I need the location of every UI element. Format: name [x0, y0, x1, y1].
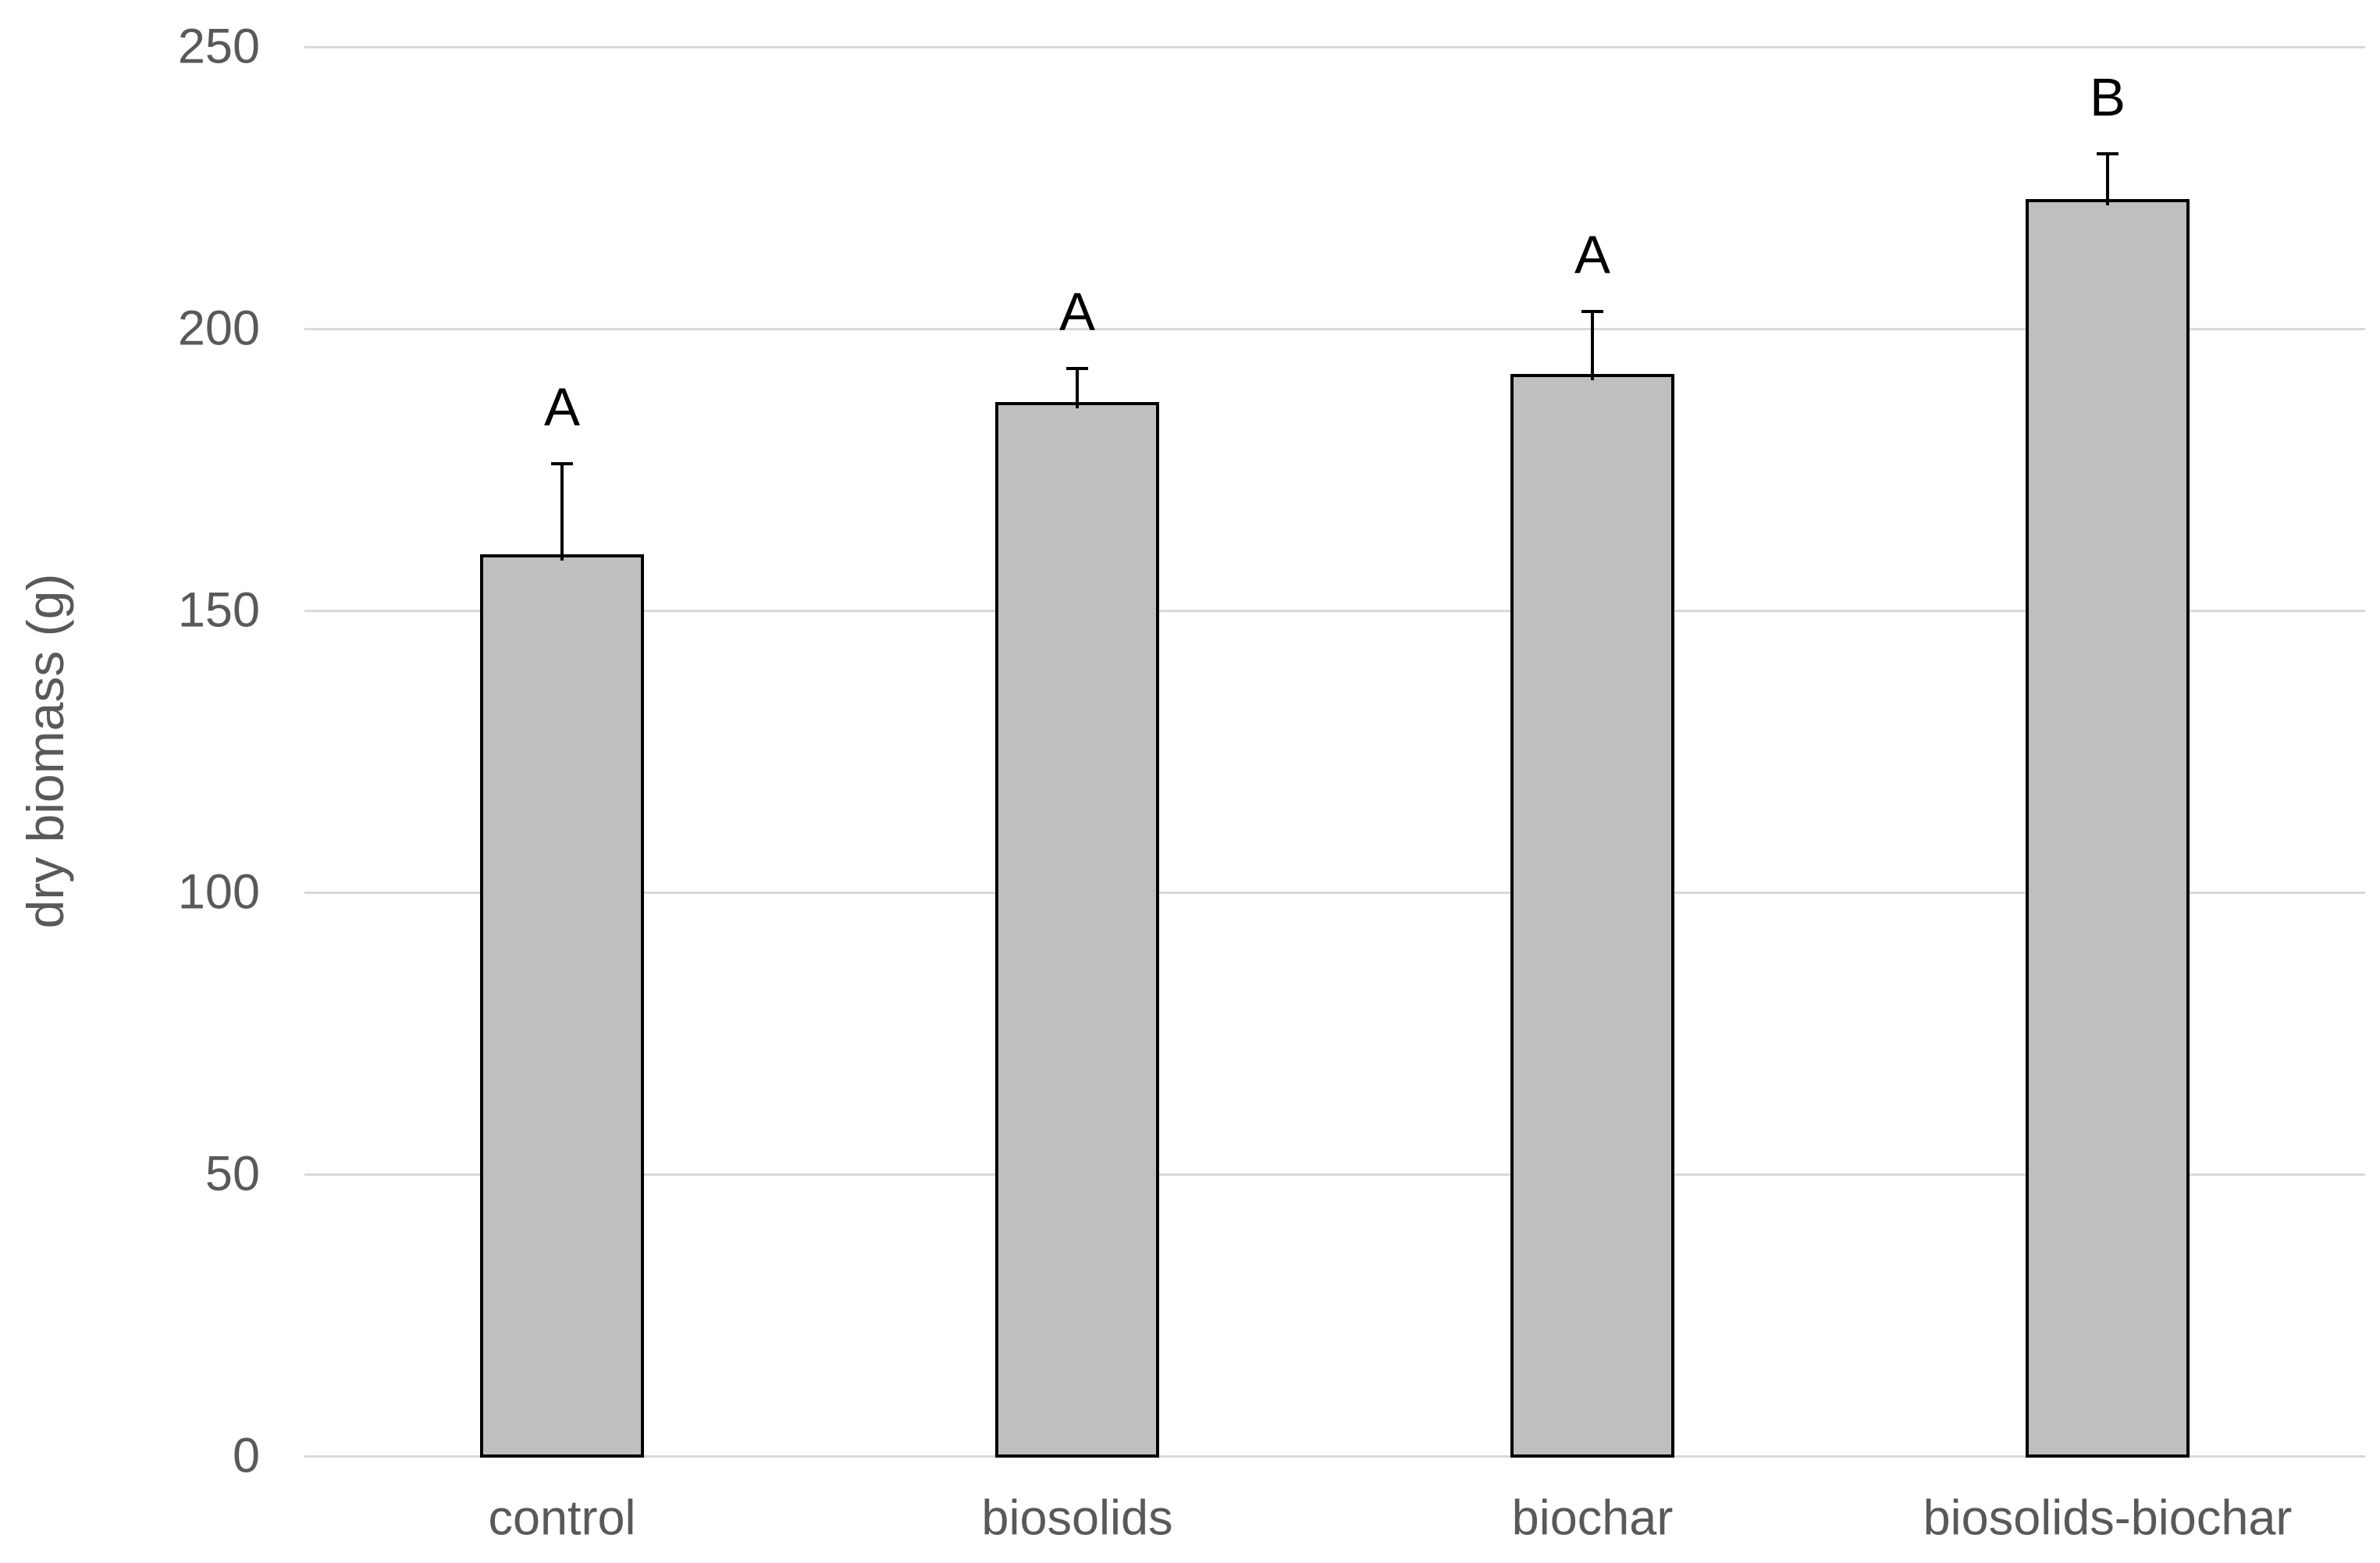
significance-letter: B	[2089, 67, 2126, 128]
gridline	[304, 891, 2365, 894]
error-bar-cap	[2097, 152, 2119, 156]
x-axis-line	[304, 1454, 2365, 1458]
gridline	[304, 45, 2365, 48]
y-tick-label: 0	[232, 1428, 260, 1483]
gridline	[304, 609, 2365, 612]
y-tick-label: 100	[177, 864, 260, 920]
error-bar-cap	[1581, 310, 1603, 314]
bar-biochar	[1510, 373, 1674, 1458]
significance-letter: A	[543, 377, 581, 438]
gridline	[304, 1173, 2365, 1176]
error-bar-line	[1076, 368, 1079, 408]
category-label-biochar: biochar	[1511, 1490, 1674, 1546]
y-tick-label: 150	[177, 582, 260, 638]
category-label-control: control	[488, 1490, 636, 1546]
error-bar-line	[2106, 154, 2109, 205]
y-tick-label: 200	[177, 301, 260, 356]
bar-control	[480, 554, 644, 1458]
category-label-biosolids-biochar: biosolids-biochar	[1923, 1490, 2293, 1546]
gridline	[304, 327, 2365, 330]
error-bar-line	[560, 464, 564, 561]
error-bar-cap	[551, 462, 573, 466]
significance-letter: A	[1574, 225, 1611, 286]
y-tick-label: 50	[205, 1146, 260, 1202]
error-bar-line	[1591, 312, 1594, 380]
bar-biosolids	[995, 401, 1159, 1458]
y-tick-label: 250	[177, 19, 260, 74]
category-label-biosolids: biosolids	[981, 1490, 1173, 1546]
bar-biosolids-biochar	[2026, 198, 2190, 1458]
significance-letter: A	[1058, 281, 1096, 342]
error-bar-cap	[1066, 366, 1088, 370]
